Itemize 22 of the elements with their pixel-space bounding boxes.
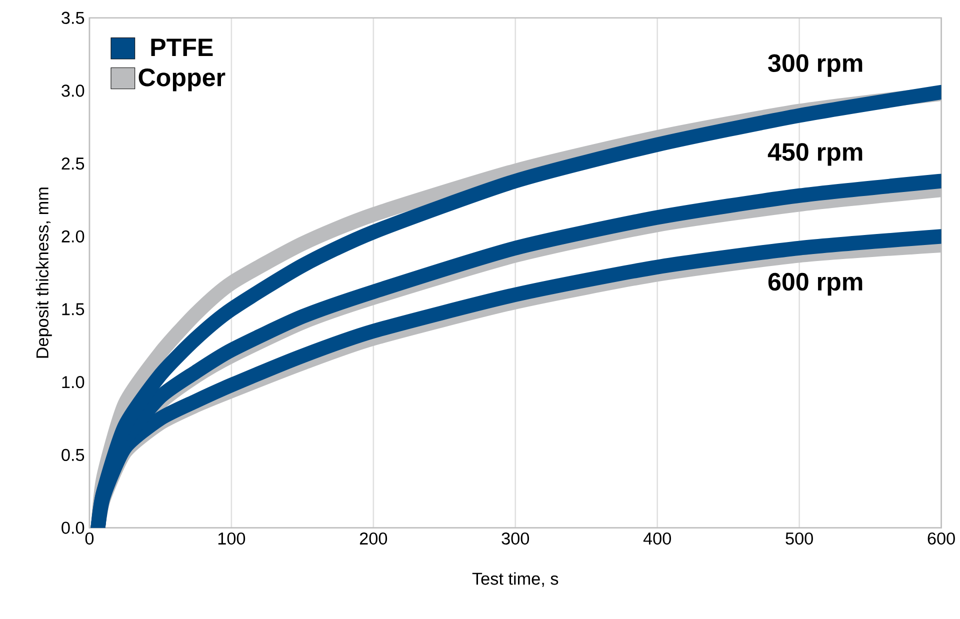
x-tick-label: 500 xyxy=(786,532,813,544)
x-tick-label: 100 xyxy=(218,532,246,544)
x-tick-label: 0 xyxy=(85,532,94,544)
y-tick-label: 1.0 xyxy=(62,376,84,388)
annotation: 300 rpm xyxy=(768,54,862,77)
y-tick-label: 1.5 xyxy=(62,303,84,316)
y-tick-label: 2.5 xyxy=(62,157,84,170)
y-tick-label: 2.0 xyxy=(62,230,84,242)
x-axis-title: Test time, s xyxy=(472,572,558,587)
y-tick-label: 3.0 xyxy=(62,84,84,97)
x-tick-label: 600 xyxy=(928,532,955,544)
y-tick-label: 3.5 xyxy=(62,12,84,24)
y-tick-label: 0.0 xyxy=(62,522,84,534)
x-tick-label: 400 xyxy=(643,532,671,544)
y-tick-label: 0.5 xyxy=(62,448,84,461)
x-tick-label: 300 xyxy=(502,532,530,544)
annotation: 450 rpm xyxy=(768,142,862,166)
legend-label: Copper xyxy=(138,68,226,92)
y-axis-title: Deposit thickness, mm xyxy=(36,188,52,358)
x-tick-label: 200 xyxy=(360,532,388,544)
legend-label: PTFE xyxy=(151,38,213,56)
annotation: 600 rpm xyxy=(768,272,862,296)
